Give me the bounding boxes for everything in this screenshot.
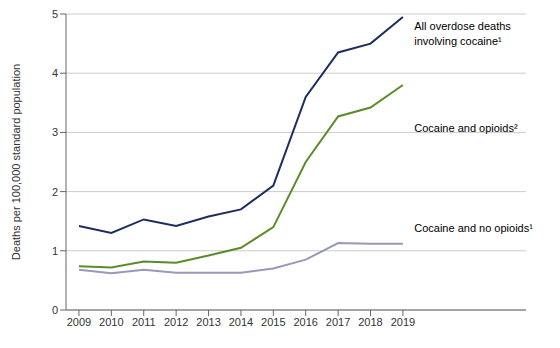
svg-text:3: 3 [52,126,58,138]
svg-text:2009: 2009 [67,316,91,328]
svg-text:2013: 2013 [196,316,220,328]
svg-text:4: 4 [52,67,58,79]
svg-text:2018: 2018 [358,316,382,328]
svg-text:2019: 2019 [391,316,415,328]
svg-text:2015: 2015 [261,316,285,328]
svg-text:2014: 2014 [229,316,253,328]
svg-text:Cocaine and opioids²: Cocaine and opioids² [414,122,518,134]
svg-text:5: 5 [52,8,58,20]
svg-text:involving cocaine¹: involving cocaine¹ [414,35,502,47]
svg-text:2010: 2010 [99,316,123,328]
svg-text:2016: 2016 [293,316,317,328]
svg-text:1: 1 [52,245,58,257]
svg-text:2011: 2011 [132,316,156,328]
svg-text:0: 0 [52,304,58,316]
svg-text:All overdose deaths: All overdose deaths [414,20,511,32]
svg-text:2: 2 [52,186,58,198]
svg-text:2017: 2017 [326,316,350,328]
svg-text:2012: 2012 [164,316,188,328]
svg-text:Cocaine and no opioids¹: Cocaine and no opioids¹ [414,222,533,234]
svg-text:Deaths per 100,000 standard po: Deaths per 100,000 standard population [10,64,22,260]
